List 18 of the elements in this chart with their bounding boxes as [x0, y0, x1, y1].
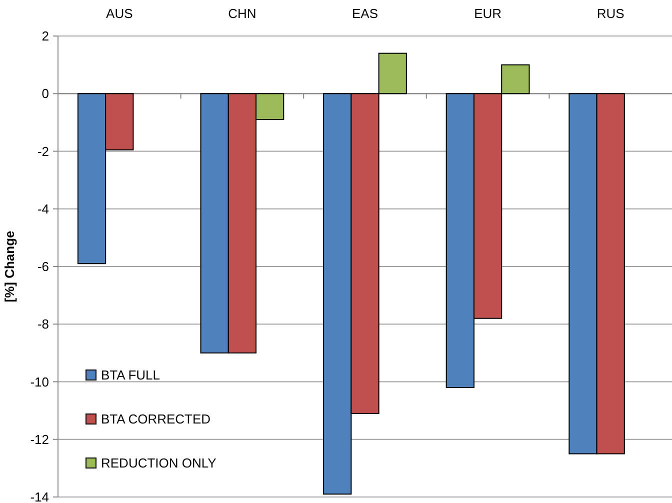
y-tick-label: -8 [37, 316, 49, 332]
x-tick-label: CHN [228, 6, 256, 21]
y-axis-title: [%] Change [2, 230, 17, 302]
y-tick-label: -6 [37, 259, 49, 274]
x-tick-label: EAS [352, 6, 378, 21]
legend-label: BTA CORRECTED [101, 412, 211, 427]
x-tick-label: EUR [474, 6, 502, 21]
y-tick-label: 0 [42, 86, 49, 102]
y-tick-label: -4 [37, 201, 49, 216]
legend-label: REDUCTION ONLY [101, 456, 217, 471]
y-tick-label: 2 [42, 28, 49, 44]
y-tick-label: -12 [30, 432, 49, 447]
y-tick-label: -10 [30, 374, 49, 390]
x-tick-label: RUS [596, 6, 625, 21]
y-tick-label: -14 [30, 490, 49, 503]
y-tick-label: -2 [37, 144, 49, 159]
x-tick-label: AUS [106, 6, 134, 21]
legend-label: BTA FULL [101, 368, 160, 383]
